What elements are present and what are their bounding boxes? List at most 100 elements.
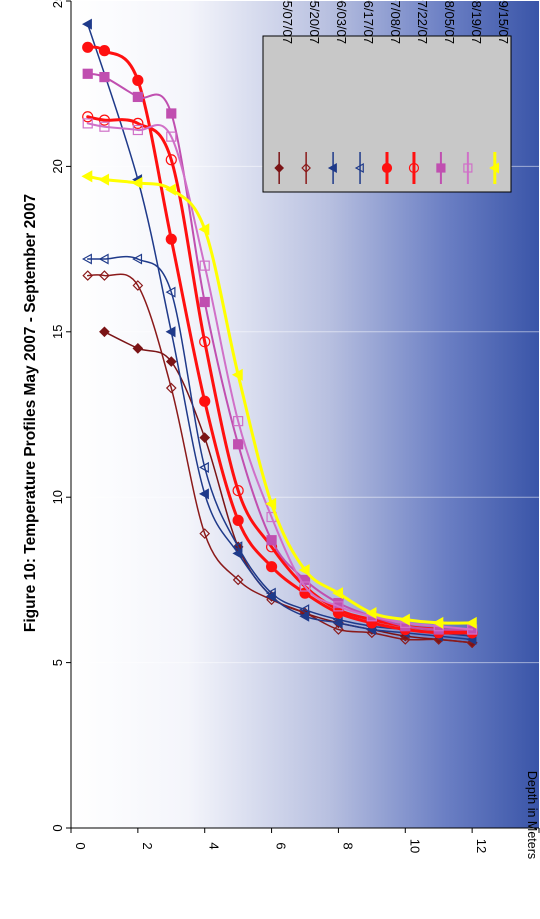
legend-entry: 07/22/07 bbox=[408, 0, 430, 184]
series-line bbox=[86, 273, 473, 644]
data-point bbox=[265, 561, 278, 573]
data-point bbox=[165, 233, 177, 245]
data-point bbox=[333, 601, 344, 612]
axes: 024681012140510152025 bbox=[50, 0, 540, 853]
data-point bbox=[399, 634, 411, 645]
legend-swatch-marker bbox=[408, 162, 420, 174]
data-point bbox=[82, 68, 93, 79]
x-tick-label: 6 bbox=[274, 842, 289, 849]
data-point bbox=[165, 286, 176, 298]
data-point bbox=[82, 111, 94, 123]
x-tick-label: 10 bbox=[407, 839, 422, 853]
data-point bbox=[166, 108, 177, 119]
data-point bbox=[165, 326, 176, 338]
legend-swatch-marker bbox=[436, 163, 446, 173]
data-point bbox=[199, 395, 211, 407]
data-point bbox=[199, 260, 210, 271]
legend-label: 05/20/07 bbox=[307, 0, 322, 44]
legend-label: 06/17/07 bbox=[361, 0, 376, 44]
y-tick-label: 20 bbox=[50, 159, 65, 173]
legend-entry: 08/19/07 bbox=[463, 0, 484, 184]
data-point bbox=[98, 173, 110, 186]
data-point bbox=[98, 253, 109, 265]
legend-swatch-marker bbox=[463, 163, 473, 173]
data-point bbox=[333, 624, 344, 635]
x-tick-label: 12 bbox=[474, 839, 489, 853]
data-point bbox=[165, 382, 177, 394]
data-point bbox=[165, 183, 176, 196]
legend-label: 07/08/07 bbox=[388, 0, 403, 44]
data-point bbox=[132, 280, 144, 291]
data-point bbox=[82, 118, 93, 129]
data-point bbox=[198, 488, 209, 500]
data-point bbox=[99, 326, 110, 338]
y-tick-label: 15 bbox=[50, 325, 65, 339]
data-point bbox=[98, 45, 111, 57]
data-point bbox=[233, 416, 244, 427]
y-tick-label: 10 bbox=[50, 490, 65, 504]
data-point bbox=[199, 336, 211, 348]
x-tick-label: 0 bbox=[73, 842, 88, 849]
data-point bbox=[132, 74, 144, 86]
data-point bbox=[298, 563, 310, 576]
legend-label: 08/19/07 bbox=[469, 0, 484, 44]
legend-label: 06/03/07 bbox=[334, 0, 349, 44]
series-09-15-07 bbox=[81, 170, 477, 629]
chart-title: Figure 10: Temperature Profiles May 2007… bbox=[22, 194, 39, 632]
data-point bbox=[81, 18, 92, 30]
data-point bbox=[299, 604, 310, 616]
data-point bbox=[365, 606, 377, 619]
y-tick-label: 5 bbox=[50, 659, 65, 666]
data-point bbox=[132, 342, 144, 354]
data-point bbox=[232, 574, 244, 586]
data-point bbox=[232, 514, 244, 526]
legend-swatch-marker bbox=[301, 163, 311, 173]
legend-entry: 05/20/07 bbox=[301, 0, 322, 184]
data-point bbox=[165, 356, 177, 367]
legend-swatch-marker bbox=[381, 162, 393, 174]
data-point bbox=[299, 581, 311, 592]
data-point bbox=[265, 497, 277, 510]
legend: 05/07/07 05/20/07 06/03/07 06/17/07 07/08/07… bbox=[262, 0, 512, 193]
data-point bbox=[99, 71, 110, 83]
x-tick-label: 8 bbox=[340, 842, 355, 849]
data-point bbox=[233, 439, 244, 450]
legend-label: 07/22/07 bbox=[415, 0, 430, 44]
x-tick-label: 4 bbox=[207, 842, 222, 849]
series-group bbox=[81, 18, 478, 649]
legend-swatch-marker bbox=[327, 162, 337, 174]
data-point bbox=[132, 117, 144, 129]
data-point bbox=[232, 541, 243, 553]
y-tick-label: 25 bbox=[50, 0, 65, 8]
data-point bbox=[131, 176, 143, 189]
legend-swatch-marker bbox=[274, 163, 285, 173]
legend-entry: 09/15/07 bbox=[489, 0, 511, 184]
legend-entry: 08/05/07 bbox=[436, 0, 457, 184]
data-point bbox=[132, 253, 143, 265]
data-point bbox=[399, 613, 410, 626]
data-point bbox=[132, 91, 143, 103]
legend-label: 05/07/07 bbox=[280, 0, 295, 44]
data-point bbox=[299, 610, 310, 622]
x-tick-label: 2 bbox=[140, 842, 155, 849]
data-point bbox=[98, 114, 111, 126]
legend-entry: 07/08/07 bbox=[381, 0, 403, 184]
legend-label: 08/05/07 bbox=[442, 0, 457, 44]
data-point bbox=[132, 124, 143, 136]
data-point bbox=[432, 616, 444, 629]
data-point bbox=[199, 432, 211, 444]
x-axis-label: Depth in Meters bbox=[525, 771, 539, 859]
data-point bbox=[166, 131, 177, 142]
data-point bbox=[265, 587, 276, 599]
data-point bbox=[82, 41, 94, 53]
data-point bbox=[266, 535, 277, 546]
data-point bbox=[198, 223, 210, 236]
data-point bbox=[99, 121, 110, 132]
data-point bbox=[81, 170, 93, 183]
data-point bbox=[199, 296, 210, 308]
series-line bbox=[86, 45, 474, 635]
data-point bbox=[165, 154, 177, 166]
data-point bbox=[198, 461, 209, 473]
legend-entry: 06/17/07 bbox=[354, 0, 376, 184]
